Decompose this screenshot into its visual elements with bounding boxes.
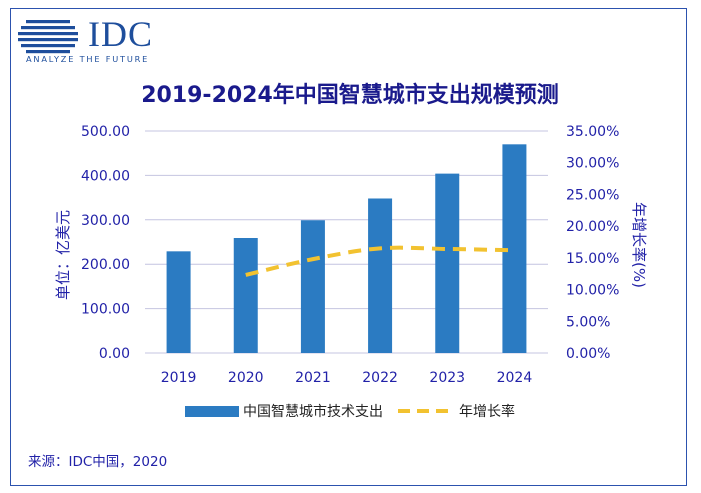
- legend-line-label: 年增长率: [459, 403, 515, 420]
- x-tick-label: 2020: [228, 370, 264, 386]
- y-tick-label: 0.00: [99, 346, 130, 362]
- legend: 中国智慧城市技术支出 年增长率: [185, 403, 515, 420]
- bar: [300, 220, 325, 353]
- y2-tick-label: 15.00%: [566, 251, 619, 267]
- axis-labels: 0.00 100.00 200.00 300.00 400.00 500.00 0.00% 5…: [81, 124, 619, 386]
- globe-icon: [18, 20, 78, 54]
- chart-frame: [10, 8, 687, 486]
- y-tick-label: 200.00: [81, 257, 130, 273]
- logo-wordmark: IDC: [88, 14, 153, 54]
- growth-line-layer: [245, 245, 515, 277]
- x-tick-label: 2023: [429, 370, 465, 386]
- x-tick-label: 2019: [161, 370, 197, 386]
- legend-bar-swatch: [185, 406, 239, 417]
- bar: [435, 173, 460, 353]
- y2-tick-label: 5.00%: [566, 314, 610, 330]
- chart-title: 2019-2024年中国智慧城市支出规模预测: [141, 82, 559, 108]
- x-tick-label: 2022: [362, 370, 398, 386]
- y2-tick-label: 30.00%: [566, 156, 619, 172]
- growth-rate-line: [245, 245, 515, 277]
- idc-logo: [18, 16, 168, 68]
- bar: [368, 198, 393, 353]
- bars: [166, 144, 527, 353]
- logo-tagline: ANALYZE THE FUTURE: [26, 54, 150, 64]
- y2-tick-label: 35.00%: [566, 124, 619, 140]
- y2-tick-label: 0.00%: [566, 346, 610, 362]
- y-tick-label: 500.00: [81, 124, 130, 140]
- bar: [233, 238, 258, 353]
- gridlines: [145, 130, 548, 354]
- bar: [166, 251, 191, 353]
- y2-tick-label: 20.00%: [566, 219, 619, 235]
- y-axis-title: 单位：亿美元: [54, 210, 72, 300]
- y2-tick-label: 10.00%: [566, 283, 619, 299]
- y-tick-label: 100.00: [81, 302, 130, 318]
- y2-tick-label: 25.00%: [566, 187, 619, 203]
- y2-axis-title: 年增长率(%): [630, 202, 648, 288]
- x-tick-label: 2021: [295, 370, 331, 386]
- legend-bar-label: 中国智慧城市技术支出: [243, 403, 383, 420]
- y-tick-label: 300.00: [81, 213, 130, 229]
- x-tick-label: 2024: [497, 370, 533, 386]
- y-tick-label: 400.00: [81, 168, 130, 184]
- source-note: 来源：IDC中国，2020: [28, 454, 168, 470]
- bar: [502, 144, 527, 353]
